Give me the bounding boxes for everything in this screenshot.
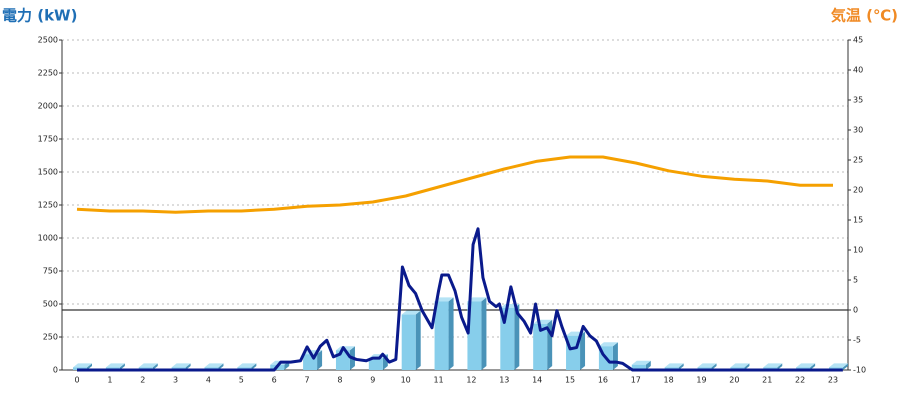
y2-tick-label: 25 xyxy=(853,156,863,165)
bar-top xyxy=(664,363,684,368)
x-tick-label: 12 xyxy=(466,376,476,385)
bar-side xyxy=(645,360,651,370)
y-tick-label: 0 xyxy=(53,366,58,375)
y-axis-title: 電力 (kW) xyxy=(2,7,77,25)
y2-tick-label: 15 xyxy=(853,216,863,225)
y-tick-label: 750 xyxy=(43,267,58,276)
x-tick-label: 13 xyxy=(499,376,509,385)
bar xyxy=(467,301,482,370)
x-tick-label: 20 xyxy=(729,376,739,385)
x-tick-label: 19 xyxy=(696,376,706,385)
bar-top xyxy=(204,363,224,368)
bar-top xyxy=(631,360,651,365)
x-tick-label: 7 xyxy=(305,376,310,385)
y2-tick-label: 10 xyxy=(853,246,863,255)
bar-side xyxy=(777,363,783,370)
bar-top xyxy=(796,363,816,368)
bar xyxy=(401,314,416,370)
bar xyxy=(533,323,548,370)
bar-side xyxy=(185,363,191,370)
x-tick-label: 11 xyxy=(433,376,443,385)
x-tick-label: 8 xyxy=(337,376,342,385)
bar-top xyxy=(138,363,158,368)
y-tick-label: 250 xyxy=(43,333,58,342)
x-tick-label: 23 xyxy=(828,376,838,385)
x-tick-label: 2 xyxy=(140,376,145,385)
y2-tick-label: 20 xyxy=(853,186,863,195)
bar-side xyxy=(87,363,92,370)
x-tick-label: 10 xyxy=(401,376,411,385)
bar-side xyxy=(448,297,454,370)
x-tick-label: 15 xyxy=(565,376,575,385)
bar-side xyxy=(843,363,848,370)
bar-top xyxy=(171,363,191,368)
x-tick-label: 3 xyxy=(173,376,178,385)
bar-top xyxy=(73,363,92,368)
bar-side xyxy=(810,363,816,370)
bar-side xyxy=(514,303,520,370)
x-tick-label: 9 xyxy=(370,376,375,385)
y-tick-label: 2250 xyxy=(38,69,58,78)
y2-axis-title: 気温 (℃) xyxy=(831,7,898,25)
y2-tick-label: 45 xyxy=(853,36,863,45)
bar-top xyxy=(730,363,750,368)
y2-tick-label: 40 xyxy=(853,66,863,75)
bar-top xyxy=(467,297,487,302)
x-tick-label: 4 xyxy=(206,376,211,385)
y-tick-label: 1500 xyxy=(38,168,58,177)
x-tick-label: 1 xyxy=(107,376,112,385)
y-tick-label: 2000 xyxy=(38,102,58,111)
bar-side xyxy=(744,363,750,370)
bar-top xyxy=(598,342,618,347)
x-tick-label: 21 xyxy=(762,376,772,385)
x-tick-label: 17 xyxy=(631,376,641,385)
line xyxy=(77,227,843,372)
bar-top xyxy=(763,363,783,368)
bar-side xyxy=(251,363,257,370)
bar-top xyxy=(237,363,257,368)
bar xyxy=(368,358,383,370)
bar-side xyxy=(580,331,586,370)
bar-top xyxy=(829,363,848,368)
bar-side xyxy=(317,350,323,370)
y2-tick-label: 35 xyxy=(853,96,863,105)
bar-top xyxy=(401,310,421,315)
bar-side xyxy=(152,363,158,370)
bar-side xyxy=(218,363,224,370)
bar-top xyxy=(105,363,125,368)
bar-top xyxy=(434,297,454,302)
x-tick-label: 18 xyxy=(664,376,674,385)
x-tick-label: 5 xyxy=(239,376,244,385)
y-tick-label: 1000 xyxy=(38,234,58,243)
bar-side xyxy=(612,342,618,370)
bar-side xyxy=(711,363,717,370)
y2-tick-label: 0 xyxy=(853,306,858,315)
x-tick-label: 0 xyxy=(74,376,79,385)
bar-side xyxy=(481,297,487,370)
bar-side xyxy=(678,363,684,370)
bar-top xyxy=(697,363,717,368)
y-tick-label: 500 xyxy=(43,300,58,309)
line xyxy=(76,155,833,214)
y-tick-label: 1250 xyxy=(38,201,58,210)
y2-tick-label: -10 xyxy=(853,366,866,375)
y2-tick-label: -5 xyxy=(853,336,861,345)
bar xyxy=(434,301,449,370)
bar-side xyxy=(415,310,421,370)
y2-tick-label: 5 xyxy=(853,276,858,285)
x-tick-label: 6 xyxy=(272,376,277,385)
bar-side xyxy=(119,363,125,370)
y2-tick-label: 30 xyxy=(853,126,863,135)
y-tick-label: 2500 xyxy=(38,36,58,45)
y-tick-label: 1750 xyxy=(38,135,58,144)
x-tick-label: 22 xyxy=(795,376,805,385)
x-tick-label: 16 xyxy=(598,376,608,385)
bar xyxy=(631,364,646,370)
x-tick-label: 14 xyxy=(532,376,542,385)
